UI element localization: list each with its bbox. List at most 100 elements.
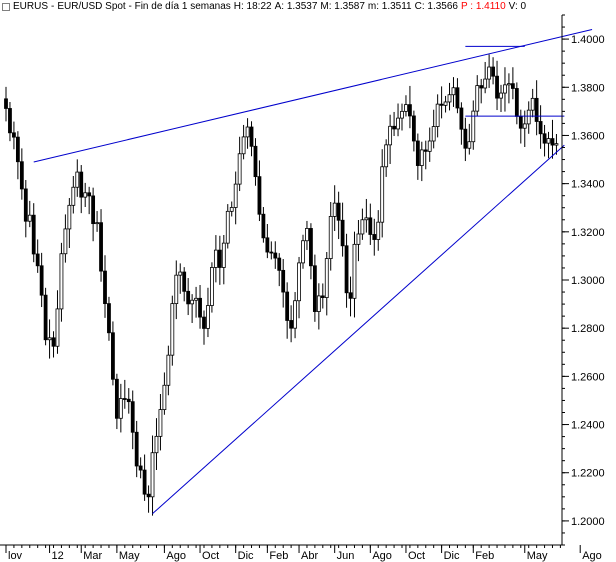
candle-body [340, 219, 345, 247]
candle-body [225, 210, 230, 244]
candle-body [336, 202, 341, 221]
candle-body [332, 202, 337, 217]
candle-body [257, 176, 262, 215]
candle-body [87, 192, 92, 197]
y-tick-label: 1.2200 [571, 468, 605, 480]
candle-body [297, 262, 301, 302]
candle-body [479, 85, 484, 89]
x-tick-label: Feb [269, 550, 288, 562]
candle-body [253, 145, 258, 178]
candle-body [455, 87, 460, 109]
y-tick-label: 1.2600 [571, 371, 605, 383]
candles-layer [4, 54, 559, 516]
y-tick-label: 1.2400 [571, 420, 605, 432]
candle-body [210, 267, 214, 306]
candle-body [237, 153, 242, 185]
x-tick-label: Dic [444, 550, 460, 562]
candle-body [79, 171, 84, 198]
x-tick-label: Ago [372, 550, 392, 562]
y-tick-label: 1.3400 [571, 179, 605, 191]
candle-body [229, 207, 234, 212]
candle-body [344, 245, 349, 294]
ask-readout: A: 1.3537 [274, 1, 318, 12]
candle-body [316, 295, 321, 312]
candle-body [471, 110, 476, 143]
candle-body [439, 103, 444, 106]
x-tick-label: Jun [337, 550, 355, 562]
candle-body [186, 290, 191, 305]
candle-body [423, 149, 428, 152]
candle-body [301, 240, 305, 264]
candle-body [103, 270, 107, 305]
p-readout: P : 1.4110 [461, 1, 506, 12]
candle-body [27, 214, 32, 222]
candle-body [305, 228, 309, 242]
chart-title: EUR/USD Spot - Fin de día 1 semanas [57, 1, 231, 12]
candle-body [174, 274, 179, 305]
candle-body [503, 84, 507, 94]
candle-body [19, 161, 24, 190]
y-tick-label: 1.4000 [571, 34, 605, 46]
candle-body [514, 88, 519, 117]
trendline-upper[interactable] [33, 28, 593, 163]
candle-body [213, 249, 218, 268]
candle-body [138, 465, 143, 471]
candle-body [510, 83, 515, 89]
candle-body [475, 85, 480, 112]
candle-body [463, 128, 468, 149]
candle-body [427, 140, 432, 152]
y-tick-label: 1.3000 [571, 275, 605, 287]
candle-body [59, 253, 64, 310]
candle-body [459, 107, 464, 130]
mid-readout: M: 1.3587 [320, 1, 365, 12]
candle-body [538, 121, 543, 135]
candle-body [435, 103, 440, 127]
candle-body [51, 337, 56, 347]
candle-body [380, 166, 385, 223]
candle-body [114, 378, 119, 419]
candle-body [71, 186, 76, 206]
x-tick-label: Oct [202, 550, 219, 562]
candle-body [348, 292, 353, 299]
candle-body [483, 78, 488, 89]
candle-body [507, 83, 511, 86]
candle-body [249, 126, 254, 147]
candle-body [400, 110, 404, 119]
axes-layer: 1.2000 1.2200 1.2400 1.2600 1.2800 1.3000 1.32… [0, 14, 605, 562]
y-tick-label: 1.2000 [571, 516, 605, 528]
candle-body [126, 398, 131, 403]
candle-body [289, 320, 294, 329]
candle-body [23, 188, 28, 222]
candle-body [542, 133, 547, 144]
trendlines-layer [33, 28, 593, 515]
candle-body [118, 398, 123, 419]
trendline-lower[interactable] [152, 144, 565, 515]
candle-body [530, 97, 535, 111]
candle-body [487, 66, 492, 80]
symbol-label: EURUS [13, 1, 49, 12]
candle-body [75, 171, 80, 188]
candle-body [241, 136, 246, 155]
candle-body [166, 354, 171, 386]
candle-body [285, 291, 290, 321]
candle-body [182, 271, 187, 292]
candle-body [368, 217, 373, 235]
symbol-icon [2, 3, 10, 11]
candle-body [360, 219, 365, 235]
candle-body [178, 271, 183, 276]
candle-body [130, 401, 135, 433]
candle-body [324, 258, 329, 298]
candle-body [396, 117, 400, 130]
x-tick-label: lov [8, 550, 23, 562]
candle-body [55, 308, 60, 347]
candle-body [491, 66, 495, 77]
candle-body [384, 144, 389, 168]
candle-body [550, 138, 555, 146]
candle-body [443, 101, 448, 106]
candle-body [356, 233, 361, 245]
candle-body [364, 217, 369, 221]
candle-body [404, 104, 408, 112]
candle-body [281, 269, 286, 293]
candle-body [162, 384, 167, 411]
